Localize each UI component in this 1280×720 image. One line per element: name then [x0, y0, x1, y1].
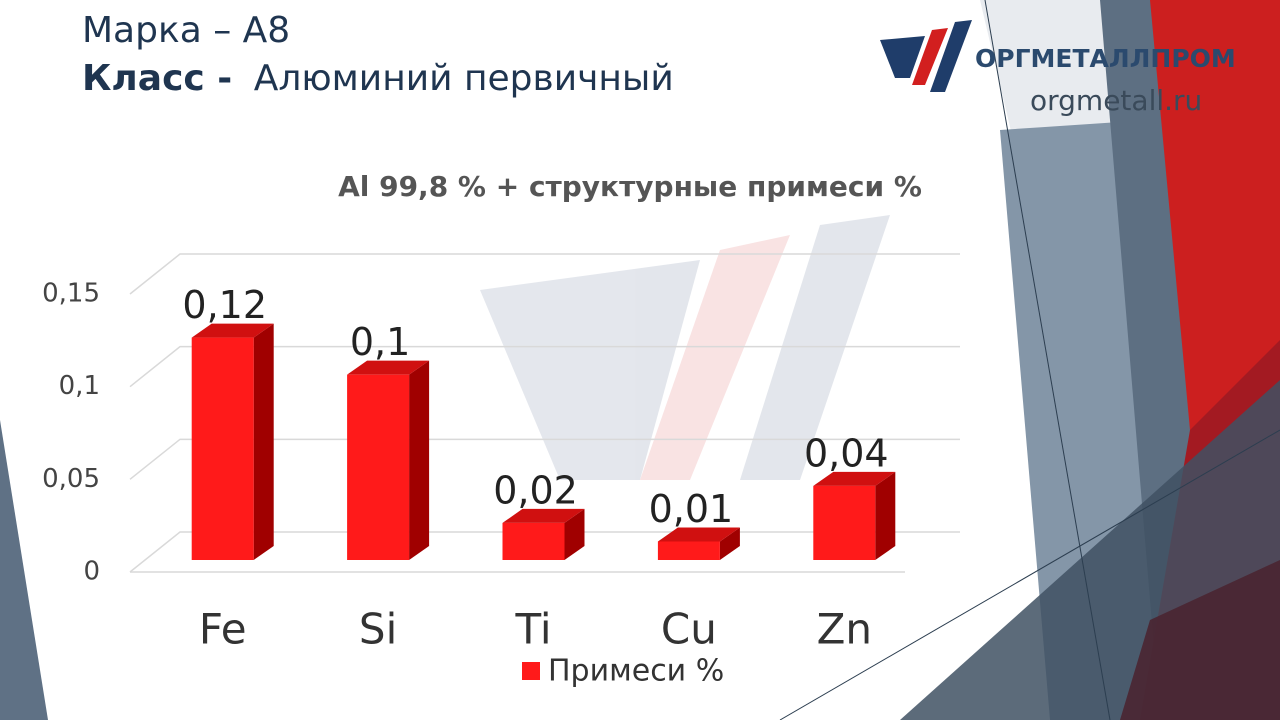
- x-tick-label: Zn: [817, 605, 872, 654]
- y-tick-label: 0,05: [42, 464, 100, 494]
- y-tick-label: 0,1: [59, 371, 100, 401]
- bar-front: [347, 374, 410, 560]
- bar-front: [813, 485, 876, 560]
- watermark: [480, 215, 890, 480]
- class-line: Класс - Алюминий первичный: [82, 58, 674, 99]
- bar-top: [813, 471, 896, 486]
- value-label: 0,12: [182, 283, 267, 327]
- bar-side: [253, 323, 274, 560]
- x-tick-label: Si: [359, 605, 397, 654]
- x-tick-label: Fe: [199, 605, 247, 654]
- bar-top: [502, 508, 585, 523]
- bar-side: [719, 527, 740, 560]
- class-label: Класс -: [82, 58, 232, 99]
- bar-top: [347, 360, 430, 375]
- brand-line: Марка – А8: [82, 10, 290, 51]
- bar: [502, 508, 585, 560]
- y-tick-label: 0: [83, 557, 100, 587]
- legend-label: Примеси %: [548, 654, 724, 689]
- bar: [191, 323, 274, 560]
- bar-side: [564, 508, 585, 560]
- value-label: 0,01: [649, 487, 734, 531]
- bar: [657, 527, 740, 560]
- bar-side: [409, 360, 430, 560]
- bar-front: [657, 541, 720, 560]
- chart-title: Al 99,8 % + структурные примеси %: [338, 170, 922, 203]
- bar-side: [875, 471, 896, 560]
- bar: [347, 360, 430, 560]
- logo-icon: [880, 20, 972, 92]
- chart: 0 0,05 0,1 0,15 0,12 0,1 0,02 0,01 0,04 Примеси %…: [42, 253, 960, 689]
- grid-line: [129, 438, 960, 480]
- y-tick-label: 0,15: [42, 279, 100, 309]
- legend-swatch: [522, 662, 540, 680]
- grid-line: [129, 345, 960, 388]
- grid-line: [129, 253, 960, 295]
- x-tick-label: Cu: [661, 605, 717, 654]
- logo-text: ОРГМЕТАЛЛПРОМ: [975, 44, 1236, 73]
- class-value: Алюминий первичный: [254, 58, 674, 99]
- bar-front: [191, 337, 254, 560]
- bar-top: [191, 323, 274, 338]
- bar-front: [502, 522, 565, 560]
- bar: [813, 471, 896, 560]
- bar-top: [657, 527, 740, 542]
- value-label: 0,02: [493, 468, 578, 512]
- value-label: 0,04: [804, 431, 889, 475]
- site-url: orgmetall.ru: [1030, 84, 1202, 117]
- value-label: 0,1: [350, 320, 410, 364]
- x-tick-label: Ti: [514, 605, 551, 654]
